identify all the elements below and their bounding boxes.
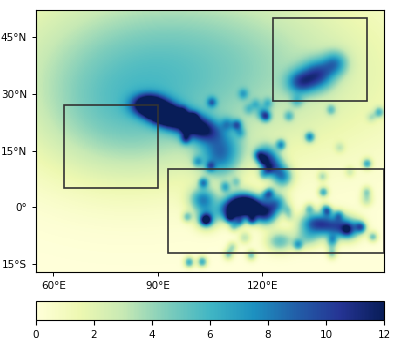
Bar — [168, 170, 384, 253]
Bar — [64, 105, 158, 189]
Bar — [273, 18, 366, 101]
